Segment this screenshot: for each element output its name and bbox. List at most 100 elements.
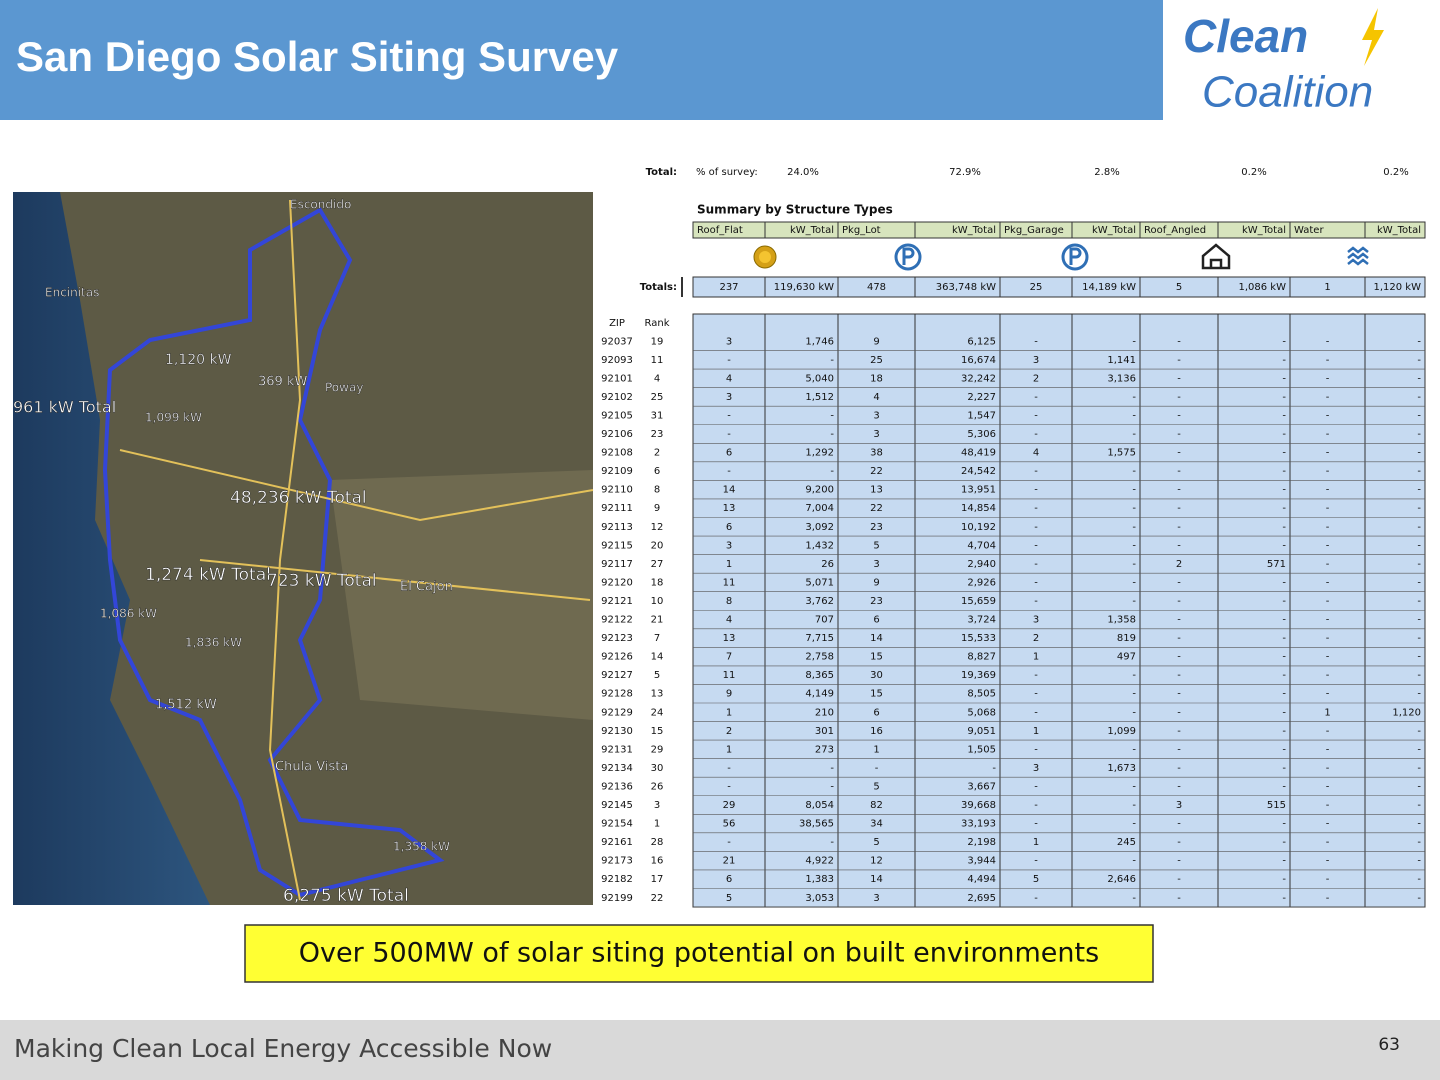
cell: 2	[1176, 559, 1182, 570]
total-value: 478	[867, 282, 886, 293]
cell: 10	[651, 596, 664, 607]
totals-label: Totals:	[640, 282, 677, 293]
cell: 3,053	[805, 893, 834, 904]
cell: -	[1417, 763, 1421, 774]
cell: 1	[726, 707, 732, 718]
cell: -	[1417, 633, 1421, 644]
cell: 23	[870, 596, 883, 607]
map-label: Escondido	[290, 198, 351, 212]
cell: -	[830, 466, 834, 477]
cell: -	[1034, 689, 1038, 700]
icon-water	[1347, 246, 1369, 266]
cell: 1,358	[1107, 615, 1136, 626]
map-label: 6,275 kW Total	[283, 886, 409, 906]
column-header: Water	[1294, 225, 1324, 236]
cell: -	[1417, 559, 1421, 570]
cell: 92106	[601, 429, 633, 440]
cell: 5	[873, 540, 879, 551]
cell: 12	[870, 856, 883, 867]
cell: 92161	[601, 837, 633, 848]
cell: -	[727, 355, 731, 366]
cell: -	[1326, 652, 1330, 663]
cell: 4	[1033, 448, 1039, 459]
cell: -	[1177, 615, 1181, 626]
cell: -	[1132, 503, 1136, 514]
cell: -	[1326, 837, 1330, 848]
cell: 3	[873, 893, 879, 904]
map-label: 1,358 kW	[393, 840, 450, 854]
cell: -	[1132, 485, 1136, 496]
icon-house	[1201, 243, 1231, 270]
cell: -	[830, 429, 834, 440]
cell: -	[1132, 800, 1136, 811]
map-ocean	[13, 192, 210, 905]
cell: -	[1326, 689, 1330, 700]
cell: 2	[726, 726, 732, 737]
cell: 22	[870, 503, 883, 514]
cell: -	[1417, 800, 1421, 811]
cell: -	[1282, 540, 1286, 551]
cell: 13	[870, 485, 883, 496]
cell: -	[1034, 893, 1038, 904]
cell: -	[727, 410, 731, 421]
total-value: 1	[1324, 282, 1330, 293]
cell: 56	[723, 819, 736, 830]
cell: 1,673	[1107, 763, 1136, 774]
cell: -	[875, 763, 879, 774]
cell: -	[1034, 392, 1038, 403]
column-header: kW_Total	[952, 225, 996, 236]
cell: 3,092	[805, 522, 834, 533]
cell: -	[1326, 763, 1330, 774]
cell: -	[1177, 355, 1181, 366]
cell: -	[1034, 503, 1038, 514]
cell: 2	[1033, 633, 1039, 644]
cell: 92120	[601, 577, 633, 588]
cell: 23	[651, 429, 664, 440]
cell: 92129	[601, 707, 633, 718]
cell: 7	[726, 652, 732, 663]
logo-bolt	[1362, 8, 1384, 66]
cell: 16	[651, 856, 664, 867]
cell: -	[1326, 819, 1330, 830]
cell: 15,533	[961, 633, 996, 644]
cell: 3	[1033, 615, 1039, 626]
cell: -	[1034, 540, 1038, 551]
cell: 4	[726, 615, 732, 626]
cell: -	[1177, 633, 1181, 644]
cell: -	[1034, 856, 1038, 867]
cell: -	[1417, 652, 1421, 663]
cell: 92105	[601, 410, 633, 421]
column-header: Roof_Flat	[697, 225, 743, 236]
cell: 31	[651, 410, 664, 421]
cell: 1,292	[805, 448, 834, 459]
total-label: Total:	[646, 167, 677, 178]
cell: -	[992, 763, 996, 774]
cell: -	[1282, 485, 1286, 496]
cell: 2,646	[1107, 874, 1136, 885]
cell: 39,668	[961, 800, 996, 811]
cell: -	[727, 429, 731, 440]
cell: 1	[873, 744, 879, 755]
map-label: 1,120 kW	[165, 352, 232, 368]
cell: 92128	[601, 689, 633, 700]
cell: -	[1326, 596, 1330, 607]
cell: 1	[1324, 707, 1330, 718]
cell: -	[1282, 410, 1286, 421]
cell: -	[1132, 670, 1136, 681]
cell: -	[1132, 336, 1136, 347]
cell: 1,432	[805, 540, 834, 551]
cell: 17	[651, 874, 664, 885]
cell: -	[1417, 856, 1421, 867]
cell: -	[1132, 429, 1136, 440]
cell: -	[1282, 670, 1286, 681]
cell: 92108	[601, 448, 633, 459]
map-label: Encinitas	[45, 286, 99, 300]
cell: 5,071	[805, 577, 834, 588]
survey-pct: 0.2%	[1241, 167, 1266, 178]
map-label: 369 kW	[258, 375, 307, 390]
cell: 8,505	[967, 689, 996, 700]
cell: -	[1282, 819, 1286, 830]
cell: -	[1326, 429, 1330, 440]
map-label: Chula Vista	[275, 760, 348, 775]
cell: -	[1326, 503, 1330, 514]
